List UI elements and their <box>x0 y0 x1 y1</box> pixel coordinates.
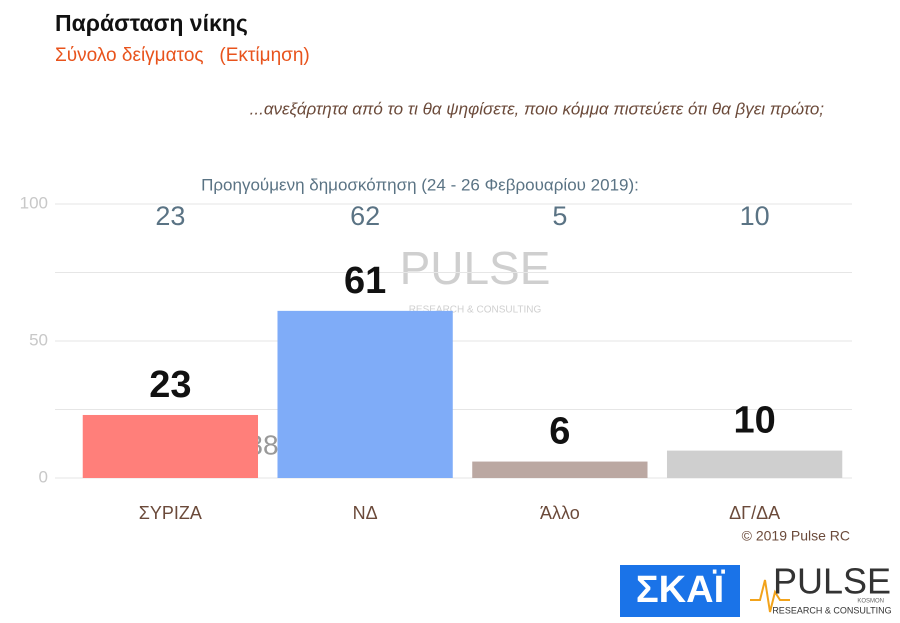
previous-value: 10 <box>740 201 770 231</box>
value-label: 6 <box>549 411 570 453</box>
pulse-wave <box>750 579 790 613</box>
previous-value: 23 <box>155 201 185 231</box>
x-tick-label: Άλλο <box>540 503 580 523</box>
question: ...ανεξάρτητα από το τι θα ψηφίσετε, ποι… <box>250 99 825 118</box>
value-label: 10 <box>733 400 775 442</box>
pulse-logo: PULSE KOSMON RESEARCH & CONSULTING <box>750 561 892 615</box>
watermark: PULSE RESEARCH & CONSULTING <box>400 242 551 315</box>
watermark-sub: RESEARCH & CONSULTING <box>409 305 542 316</box>
skai-box <box>620 565 740 617</box>
pulse-text: PULSE <box>773 561 891 602</box>
previous-label: Προηγούμενη δημοσκόπηση (24 - 26 Φεβρουα… <box>201 175 639 194</box>
bar <box>666 450 843 478</box>
pulse-tag: KOSMON <box>857 599 884 605</box>
x-tick-label: ΣΥΡΙΖΑ <box>139 503 202 523</box>
bar <box>472 461 648 478</box>
x-tick-label: ΝΔ <box>353 503 378 523</box>
chart-subtitle: Σύνολο δείγματος (Εκτίμηση) <box>55 45 310 66</box>
copyright: © 2019 Pulse RC <box>742 528 850 544</box>
bar <box>277 310 453 478</box>
pulse-sub: RESEARCH & CONSULTING <box>772 605 891 615</box>
previous-value: 62 <box>350 201 380 231</box>
chart-title: Παράσταση νίκης <box>55 10 248 36</box>
bar <box>82 414 259 478</box>
previous-value: 5 <box>552 201 567 231</box>
x-tick-label: ΔΓ/ΔΑ <box>729 503 780 523</box>
skai-text: ΣΚΑΪ <box>636 568 726 611</box>
y-tick-label: 0 <box>39 467 48 486</box>
y-tick-label: 50 <box>29 330 48 349</box>
value-label: 61 <box>344 260 386 302</box>
skai-logo: ΣΚΑΪ <box>620 565 740 617</box>
y-tick-label: 100 <box>20 193 48 212</box>
value-label: 23 <box>149 364 191 406</box>
watermark-text: PULSE <box>400 242 551 294</box>
